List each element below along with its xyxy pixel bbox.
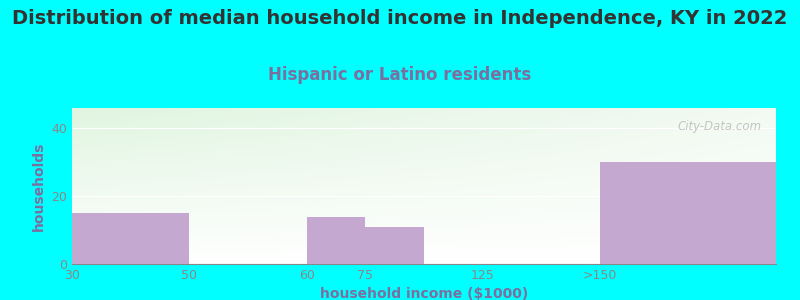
Y-axis label: households: households bbox=[32, 141, 46, 231]
Bar bbox=[72, 213, 190, 264]
Text: Hispanic or Latino residents: Hispanic or Latino residents bbox=[268, 66, 532, 84]
Text: City-Data.com: City-Data.com bbox=[678, 121, 762, 134]
Bar bbox=[600, 162, 776, 264]
Text: Distribution of median household income in Independence, KY in 2022: Distribution of median household income … bbox=[12, 9, 788, 28]
Bar bbox=[306, 217, 366, 264]
X-axis label: household income ($1000): household income ($1000) bbox=[320, 287, 528, 300]
Bar bbox=[366, 227, 424, 264]
